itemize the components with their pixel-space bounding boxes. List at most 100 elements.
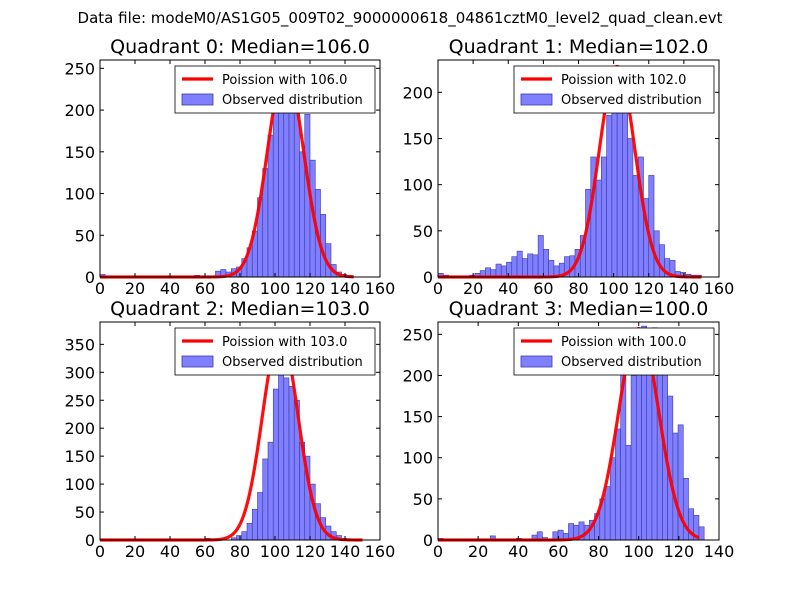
- chart-1-xtick-label-8: 160: [704, 279, 735, 298]
- chart-2-xtick-label-3: 60: [195, 542, 215, 561]
- chart-2-bar-13: [288, 385, 295, 541]
- chart-3-xtick-label-4: 80: [588, 542, 608, 561]
- chart-3-xtick-label-1: 20: [468, 542, 488, 561]
- chart-2-xtick-label-7: 140: [330, 542, 361, 561]
- chart-1-ytick-label-4: 200: [402, 83, 433, 102]
- chart-0-ytick-label-2: 100: [64, 185, 95, 204]
- chart-1-xtick-label-6: 120: [633, 279, 664, 298]
- chart-1-xtick-label-2: 40: [498, 279, 518, 298]
- chart-0-xtick-label-6: 120: [295, 279, 326, 298]
- subplot-quadrant-0: Quadrant 0: Median=106.00 20 40 60 80 100 120 1…: [64, 36, 395, 298]
- chart-3-bar-26: [656, 350, 663, 541]
- chart-3-ytick-label-1: 50: [413, 490, 433, 509]
- chart-2-ytick-label-7: 350: [64, 335, 95, 354]
- chart-2-bar-10: [272, 388, 279, 541]
- chart-1-bar-29: [611, 84, 618, 278]
- chart-3-bar-22: [636, 366, 642, 541]
- chart-1-ytick-label-3: 150: [402, 129, 433, 148]
- chart-2-ytick-label-0: 0: [85, 531, 95, 550]
- chart-1-bar-7: [495, 263, 502, 278]
- chart-3-xtick-label-7: 140: [704, 542, 735, 561]
- chart-0-xtick-label-3: 60: [195, 279, 215, 298]
- chart-3-ytick-label-2: 100: [402, 449, 433, 468]
- chart-1-bar-28: [606, 115, 613, 278]
- chart-3-ytick-label-3: 150: [402, 408, 433, 427]
- chart-2-xtick-label-8: 160: [365, 542, 396, 561]
- chart-2-bar-5: [246, 522, 253, 541]
- chart-0-bar-15: [283, 97, 290, 278]
- subplot-quadrant-1: Quadrant 1: Median=102.00 20 40 60 80 100 120 1…: [402, 36, 734, 298]
- chart-0-ytick-label-1: 50: [75, 226, 95, 245]
- chart-3-ytick-label-5: 250: [402, 325, 433, 344]
- chart-1-bar-33: [632, 175, 639, 278]
- chart-0-xtick-label-8: 160: [365, 279, 396, 298]
- chart-3-axes-frame: [437, 321, 720, 541]
- chart-2-legend-label-observed: Observed distribution: [222, 355, 363, 370]
- chart-1-bar-13: [527, 253, 534, 278]
- chart-3-legend-label-observed: Observed distribution: [561, 355, 702, 370]
- chart-1-xtick-label-0: 0: [433, 279, 443, 298]
- chart-0-legend-label-poisson: Poission with 106.0: [222, 73, 347, 88]
- chart-3-bar-17: [609, 457, 616, 541]
- chart-2-bar-7: [257, 492, 264, 541]
- chart-3-legend-bar-swatch: [520, 355, 553, 368]
- chart-1-title: Quadrant 1: Median=102.0: [449, 36, 709, 58]
- chart-2-bar-3: [236, 535, 243, 541]
- chart-2-bar-6: [251, 508, 258, 541]
- figure-suptitle: Data file: modeM0/AS1G05_009T02_90000006…: [78, 9, 723, 28]
- chart-0-ytick-label-5: 250: [64, 59, 95, 78]
- chart-1-ytick-label-2: 100: [402, 176, 433, 195]
- chart-1-ytick-label-1: 50: [413, 222, 433, 241]
- chart-1-bar-15: [537, 235, 544, 278]
- chart-0-legend-bar-swatch: [181, 93, 214, 106]
- chart-2-bar-12: [283, 377, 290, 541]
- chart-0-xtick-label-7: 140: [330, 279, 361, 298]
- chart-1-bar-16: [543, 248, 549, 278]
- chart-2-xtick-label-4: 80: [230, 542, 250, 561]
- chart-2-bar-4: [241, 531, 248, 541]
- chart-0-title: Quadrant 0: Median=106.0: [110, 36, 370, 58]
- chart-2-ytick-label-3: 150: [64, 447, 95, 466]
- chart-1-bar-9: [506, 261, 513, 278]
- chart-3-bar-18: [615, 428, 621, 541]
- chart-2-ytick-label-2: 100: [64, 475, 95, 494]
- chart-1-xtick-label-1: 20: [463, 279, 483, 298]
- chart-2-bar-9: [267, 441, 274, 541]
- chart-0-bar-12: [267, 134, 274, 278]
- chart-1-xtick-label-3: 60: [533, 279, 553, 298]
- chart-1-legend-label-poisson: Poission with 102.0: [561, 73, 686, 88]
- chart-0-ytick-label-3: 150: [64, 143, 95, 162]
- chart-1-bar-14: [532, 254, 539, 278]
- subplot-quadrant-3: Quadrant 3: Median=100.0 0 20 40 60 80 100 120 1…: [402, 298, 734, 561]
- chart-0-bar-16: [288, 109, 295, 278]
- chart-1-bar-27: [601, 156, 607, 278]
- chart-0-xtick-label-0: 0: [95, 279, 105, 298]
- chart-2-ytick-label-1: 50: [75, 503, 95, 522]
- chart-1-bar-26: [595, 179, 602, 278]
- chart-2-title: Quadrant 2: Median=103.0: [110, 298, 370, 320]
- chart-3-bar-20: [625, 445, 632, 541]
- chart-1-bar-36: [648, 175, 655, 278]
- chart-2-legend-bar-swatch: [181, 355, 214, 368]
- chart-3-title: Quadrant 3: Median=100.0: [449, 298, 709, 320]
- chart-3-ytick-label-4: 200: [402, 366, 433, 385]
- chart-0-xtick-label-4: 80: [230, 279, 250, 298]
- chart-1-bar-10: [511, 256, 518, 278]
- chart-1-xtick-label-5: 100: [598, 279, 629, 298]
- chart-2-ytick-label-6: 300: [64, 363, 95, 382]
- chart-3-bar-16: [604, 486, 611, 541]
- chart-0-legend-label-observed: Observed distribution: [222, 93, 363, 108]
- chart-2-ytick-label-4: 200: [64, 419, 95, 438]
- chart-0-bar-13: [272, 105, 279, 278]
- chart-1-bar-8: [500, 265, 507, 278]
- chart-2-bar-11: [278, 349, 285, 541]
- chart-2-xtick-label-1: 20: [125, 542, 145, 561]
- chart-3-ytick-label-0: 0: [423, 531, 433, 550]
- chart-1-xtick-label-4: 80: [568, 279, 588, 298]
- chart-2-bar-8: [262, 458, 269, 541]
- chart-1-ytick-label-0: 0: [423, 268, 433, 287]
- chart-2-legend-label-poisson: Poission with 103.0: [222, 335, 347, 350]
- chart-2-xtick-label-2: 40: [160, 542, 180, 561]
- chart-1-bar-17: [548, 260, 555, 278]
